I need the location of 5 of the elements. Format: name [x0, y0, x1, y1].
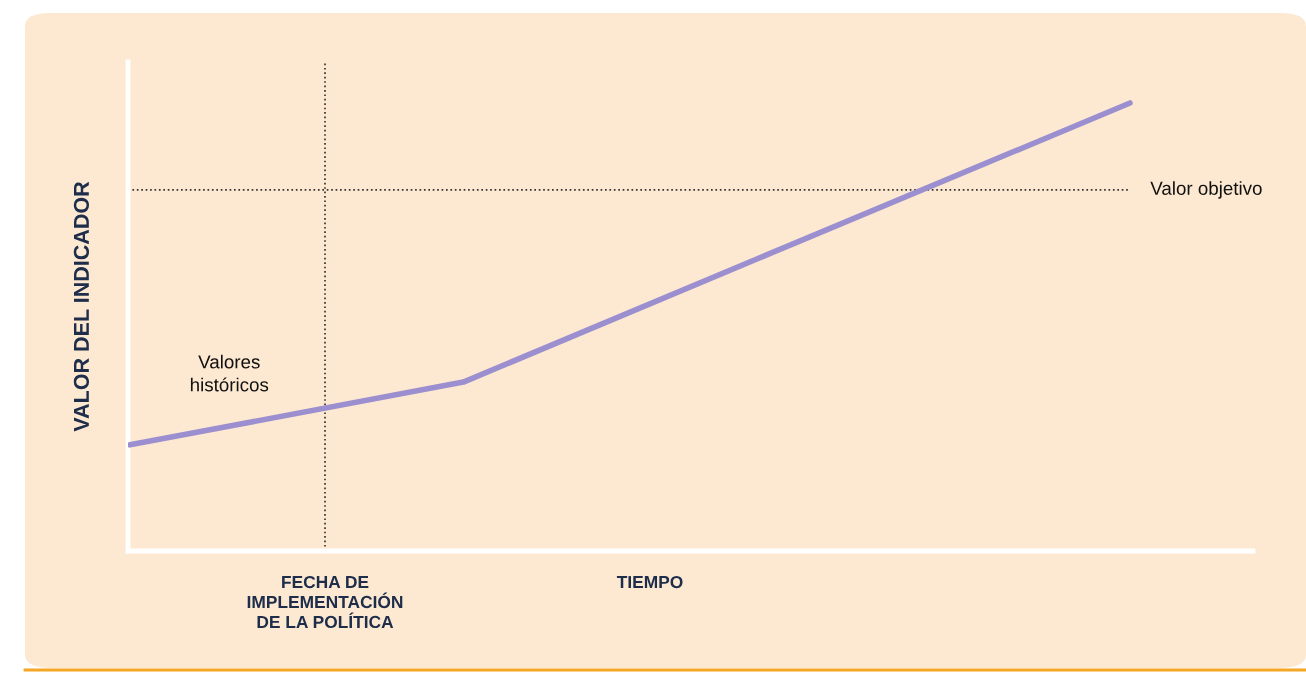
x-axis-title: TIEMPO — [616, 575, 683, 589]
y-axis-title: VALOR DEL INDICADOR — [73, 181, 90, 432]
ref-line-label: Valor objetivo — [1150, 181, 1262, 199]
annotation: Valores históricos — [190, 354, 269, 392]
text: FECHA DE IMPLEMENTACIÓN DE LA POLÍTICA — [247, 575, 403, 629]
